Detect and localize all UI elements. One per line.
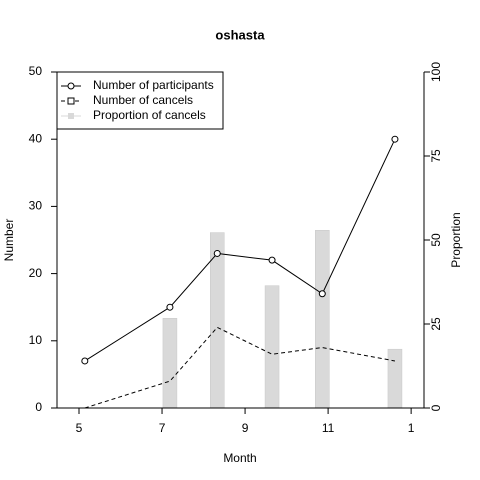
legend-marker xyxy=(67,97,75,105)
y2-tick-label: 25 xyxy=(429,317,443,331)
legend-label: Number of participants xyxy=(93,78,214,92)
point xyxy=(81,357,89,365)
point xyxy=(391,135,399,143)
bar xyxy=(162,318,178,409)
point xyxy=(166,303,174,311)
y-tick-label: 10 xyxy=(29,333,43,347)
y-tick-label: 30 xyxy=(29,199,43,213)
y-axis-label: Number xyxy=(2,219,16,262)
y2-tick-label: 50 xyxy=(429,233,443,247)
x-tick-label: 5 xyxy=(76,421,83,435)
line xyxy=(84,326,396,409)
x-tick-label: 7 xyxy=(159,421,166,435)
bar xyxy=(264,285,280,409)
legend-box xyxy=(56,71,224,130)
bar xyxy=(387,348,403,409)
x-axis-label: Month xyxy=(223,451,256,465)
legend-marker xyxy=(67,82,75,90)
bar xyxy=(315,230,330,409)
x-tick-label: 1 xyxy=(408,421,415,435)
y2-tick-label: 0 xyxy=(429,404,443,411)
x-tick-label: 9 xyxy=(242,421,249,435)
point xyxy=(213,249,221,257)
x-tick-label: 11 xyxy=(322,421,335,435)
point xyxy=(268,256,276,264)
point xyxy=(318,290,326,298)
line xyxy=(84,138,396,362)
legend-label: Proportion of cancels xyxy=(93,108,206,122)
chart-title: oshasta xyxy=(215,27,265,42)
y2-axis-label: Proportion xyxy=(449,212,463,267)
y2-tick-label: 75 xyxy=(429,149,443,163)
y2-tick-label: 100 xyxy=(429,62,443,82)
y-tick-label: 40 xyxy=(29,131,43,145)
y-tick-label: 50 xyxy=(29,64,43,78)
legend-label: Number of cancels xyxy=(93,93,193,107)
legend-marker xyxy=(68,113,74,119)
y-tick-label: 20 xyxy=(29,266,43,280)
y-tick-label: 0 xyxy=(35,400,42,414)
